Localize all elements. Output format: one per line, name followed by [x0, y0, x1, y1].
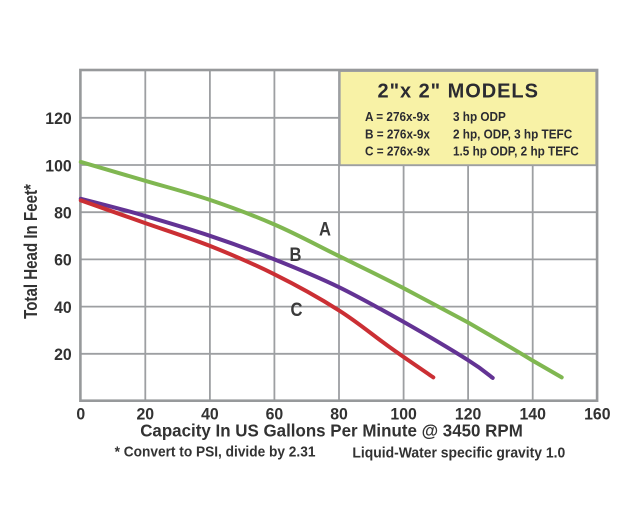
- svg-text:B: B: [290, 244, 302, 266]
- svg-text:1.5 hp ODP, 2 hp TEFC: 1.5 hp ODP, 2 hp TEFC: [453, 144, 579, 159]
- svg-text:80: 80: [330, 405, 348, 423]
- svg-text:A = 276x-9x: A = 276x-9x: [365, 109, 430, 124]
- svg-text:Total Head In Feet*: Total Head In Feet*: [21, 184, 42, 319]
- svg-text:Capacity In US Gallons Per Min: Capacity In US Gallons Per Minute @ 3450…: [140, 420, 523, 440]
- svg-text:40: 40: [54, 299, 72, 317]
- svg-text:20: 20: [54, 346, 72, 364]
- svg-text:100: 100: [390, 405, 416, 423]
- svg-text:40: 40: [201, 405, 219, 423]
- svg-text:C: C: [291, 299, 303, 321]
- svg-text:100: 100: [45, 157, 71, 175]
- svg-text:2 hp, ODP, 3 hp TEFC: 2 hp, ODP, 3 hp TEFC: [453, 127, 572, 142]
- svg-text:3 hp ODP: 3 hp ODP: [453, 109, 506, 124]
- svg-text:* Convert to PSI, divide by 2.: * Convert to PSI, divide by 2.31: [115, 443, 316, 459]
- svg-text:C = 276x-9x: C = 276x-9x: [365, 144, 430, 159]
- svg-text:A: A: [319, 218, 331, 240]
- svg-text:140: 140: [519, 405, 545, 423]
- svg-text:120: 120: [45, 110, 71, 128]
- svg-text:80: 80: [54, 204, 72, 222]
- svg-text:2"x 2" MODELS: 2"x 2" MODELS: [378, 81, 539, 103]
- svg-text:Liquid-Water specific gravity: Liquid-Water specific gravity 1.0: [352, 445, 565, 461]
- svg-text:160: 160: [584, 405, 610, 423]
- svg-text:20: 20: [136, 405, 154, 423]
- svg-text:60: 60: [266, 405, 284, 423]
- svg-text:120: 120: [455, 405, 481, 423]
- svg-text:60: 60: [54, 251, 72, 269]
- svg-text:B = 276x-9x: B = 276x-9x: [365, 127, 430, 142]
- svg-text:0: 0: [76, 405, 85, 423]
